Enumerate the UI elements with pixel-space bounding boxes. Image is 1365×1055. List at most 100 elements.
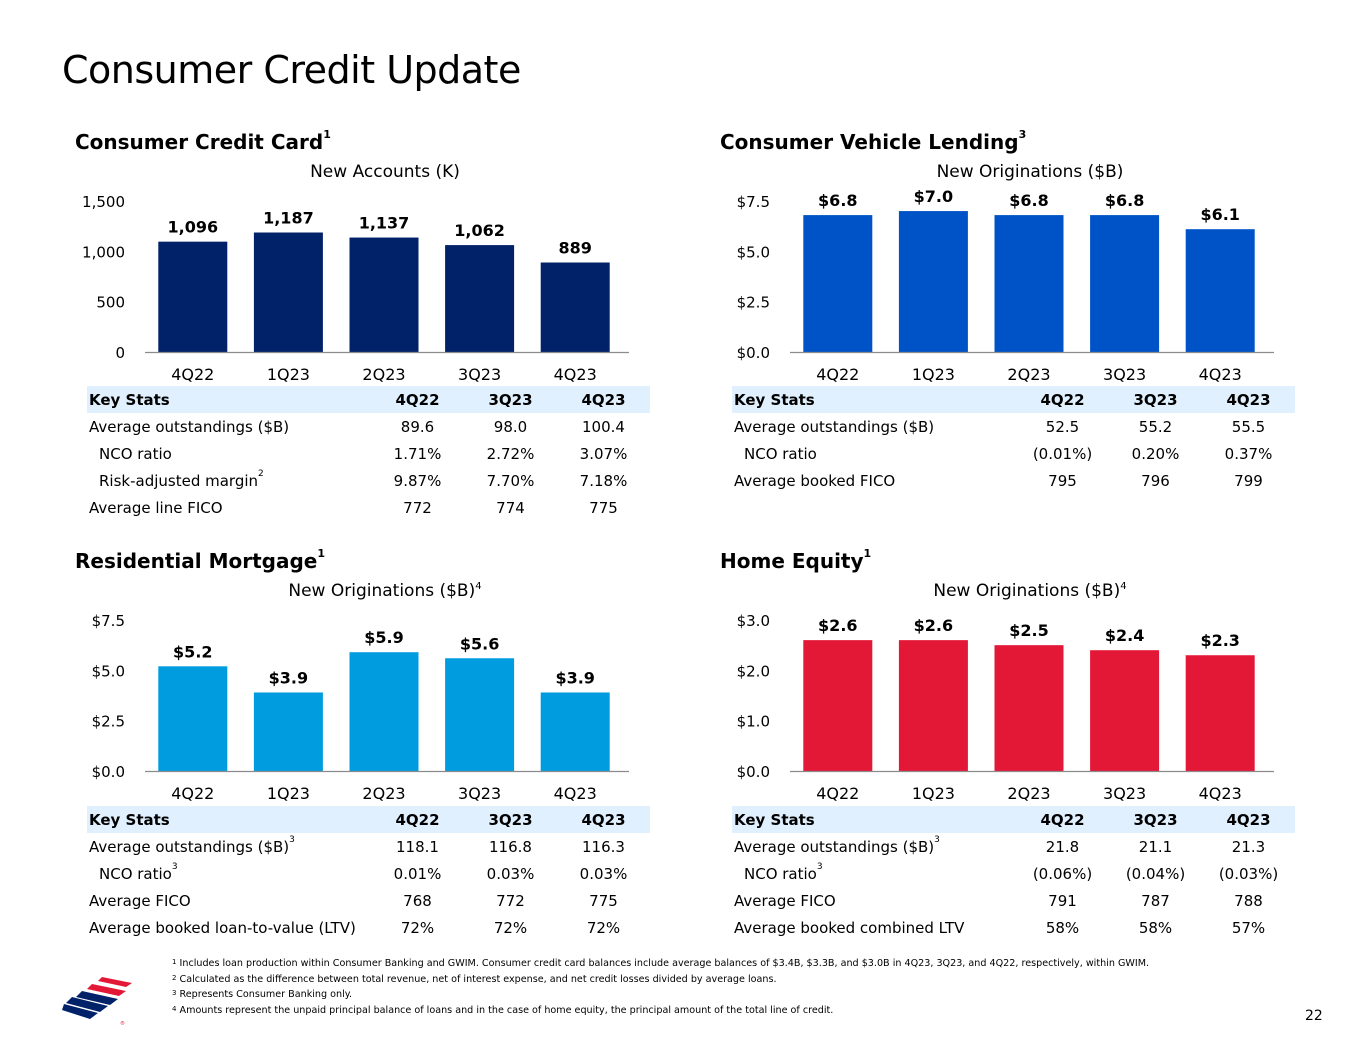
data-label: $6.8 — [1009, 191, 1048, 210]
bar — [1185, 229, 1255, 352]
footnotes: 1 Includes loan production within Consum… — [172, 956, 1149, 1018]
footnote: 1 Includes loan production within Consum… — [172, 958, 1150, 969]
stats-value: 791 — [1048, 891, 1077, 910]
stats-row: NCO ratio3 (0.06%) (0.04%) (0.03%) — [732, 860, 1295, 887]
bar — [253, 232, 323, 352]
data-label: $2.5 — [1009, 621, 1048, 640]
bar — [898, 211, 968, 352]
stats-row: Average outstandings ($B)3 21.8 21.1 21.3 — [732, 833, 1295, 860]
stats-row: NCO ratio3 0.01% 0.03% 0.03% — [87, 860, 650, 887]
stats-value: 796 — [1141, 471, 1170, 490]
x-tick-label: 4Q23 — [1199, 784, 1242, 803]
stats-header-label: Key Stats — [732, 806, 1016, 833]
stats-header-period: 4Q23 — [557, 386, 650, 413]
stats-value: 0.01% — [393, 864, 442, 883]
key-stats-table: Key Stats 4Q22 3Q23 4Q23 Average outstanding… — [87, 806, 650, 941]
stats-value: 772 — [496, 891, 525, 910]
stats-row-label: Average booked combined LTV — [734, 918, 965, 937]
stats-value: 0.37% — [1224, 444, 1273, 463]
y-tick-label: $0.0 — [737, 344, 770, 362]
stats-value: 98.0 — [493, 417, 528, 436]
y-tick-label: $1.0 — [737, 713, 770, 731]
stats-value: 775 — [589, 498, 618, 517]
stats-row: Average outstandings ($B) 89.6 98.0 100.4 — [87, 413, 650, 440]
stats-value: 9.87% — [393, 471, 442, 490]
page-number: 22 — [1305, 1008, 1323, 1024]
stats-value: 3.07% — [579, 444, 628, 463]
data-label: $2.6 — [914, 616, 953, 635]
stats-value: 100.4 — [582, 417, 625, 436]
bank-flag-logo: ® — [62, 977, 132, 1027]
stats-header-period: 3Q23 — [1109, 386, 1202, 413]
data-label: 1,137 — [359, 214, 410, 233]
data-label: $6.8 — [1105, 191, 1144, 210]
y-tick-label: 1,000 — [82, 243, 125, 261]
stats-value: 772 — [403, 498, 432, 517]
stats-value: 2.72% — [486, 444, 535, 463]
key-stats-table: Key Stats 4Q22 3Q23 4Q23 Average outstanding… — [87, 386, 650, 521]
stats-row-label: NCO ratio — [744, 444, 817, 463]
stats-value: 775 — [589, 891, 618, 910]
data-label: $2.3 — [1200, 631, 1239, 650]
stats-value: 7.70% — [486, 471, 535, 490]
x-tick-label: 2Q23 — [362, 784, 405, 803]
stats-value: 0.03% — [486, 864, 535, 883]
bar — [158, 666, 228, 771]
stats-value: 58% — [1138, 918, 1173, 937]
stats-value: 116.3 — [582, 837, 625, 856]
bar — [1090, 215, 1160, 352]
data-label: $7.0 — [914, 187, 953, 206]
stats-row: Average FICO 768 772 775 — [87, 887, 650, 914]
x-tick-label: 3Q23 — [1103, 365, 1146, 384]
stats-row: Risk-adjusted margin2 9.87% 7.70% 7.18% — [87, 467, 650, 494]
stats-row-label: NCO ratio3 — [744, 861, 823, 883]
stats-header-label: Key Stats — [87, 806, 371, 833]
data-label: 1,187 — [263, 209, 314, 228]
y-tick-label: $2.5 — [92, 713, 125, 731]
stats-value: 72% — [400, 918, 435, 937]
stats-row-label: Average outstandings ($B)3 — [89, 834, 295, 856]
stats-value: 72% — [586, 918, 621, 937]
stats-value: 118.1 — [396, 837, 439, 856]
stats-header-row: Key Stats 4Q22 3Q23 4Q23 — [732, 806, 1295, 833]
stats-header-period: 3Q23 — [1109, 806, 1202, 833]
footnote: 2 Calculated as the difference between t… — [172, 973, 777, 985]
page-title: Consumer Credit Update — [62, 48, 521, 92]
stats-value: 21.1 — [1138, 837, 1173, 856]
stats-header-period: 4Q23 — [1202, 386, 1295, 413]
y-tick-label: $7.5 — [92, 612, 125, 630]
stats-row-label: Average FICO — [89, 891, 191, 910]
bar-chart: New Originations ($B) $0.0 $2.5 $5.0 $7.5 $6.… — [737, 162, 1274, 384]
bar — [803, 640, 873, 771]
panel-title: Home Equity1 — [720, 547, 872, 573]
stats-row-label: Average line FICO — [89, 498, 223, 517]
stats-header-row: Key Stats 4Q22 3Q23 4Q23 — [732, 386, 1295, 413]
stats-value: 795 — [1048, 471, 1077, 490]
data-label: $6.1 — [1200, 205, 1239, 224]
data-label: $6.8 — [818, 191, 857, 210]
y-tick-label: $7.5 — [737, 193, 770, 211]
stats-value: 52.5 — [1045, 417, 1080, 436]
bar — [1185, 655, 1255, 771]
x-tick-label: 4Q23 — [1199, 365, 1242, 384]
stats-header-label: Key Stats — [87, 386, 371, 413]
stats-value: 55.5 — [1231, 417, 1266, 436]
stats-value: 21.3 — [1231, 837, 1266, 856]
x-tick-label: 2Q23 — [1007, 784, 1050, 803]
bar — [445, 245, 515, 352]
stats-row-label: Average booked loan-to-value (LTV) — [89, 918, 356, 937]
key-stats-table: Key Stats 4Q22 3Q23 4Q23 Average outstanding… — [732, 806, 1295, 941]
x-tick-label: 2Q23 — [362, 365, 405, 384]
data-label: 889 — [558, 239, 591, 258]
y-tick-label: 0 — [115, 344, 125, 362]
chart-title: New Originations ($B)4 — [288, 581, 481, 601]
bar — [158, 241, 228, 352]
stats-header-period: 4Q23 — [557, 806, 650, 833]
bar-chart: New Originations ($B)4 $0.0 $2.5 $5.0 $7.5 $5… — [92, 581, 629, 803]
x-tick-label: 3Q23 — [458, 784, 501, 803]
stats-value: (0.01%) — [1032, 444, 1093, 463]
stats-header-period: 4Q22 — [371, 806, 464, 833]
bar — [898, 640, 968, 771]
footnote: 3 Represents Consumer Banking only. — [172, 989, 353, 1000]
stats-row: Average booked loan-to-value (LTV) 72% 72%… — [87, 914, 650, 941]
